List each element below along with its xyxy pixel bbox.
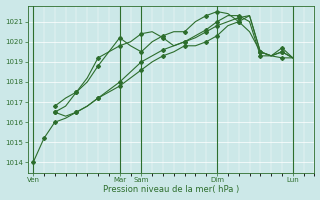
- X-axis label: Pression niveau de la mer( hPa ): Pression niveau de la mer( hPa ): [103, 185, 239, 194]
